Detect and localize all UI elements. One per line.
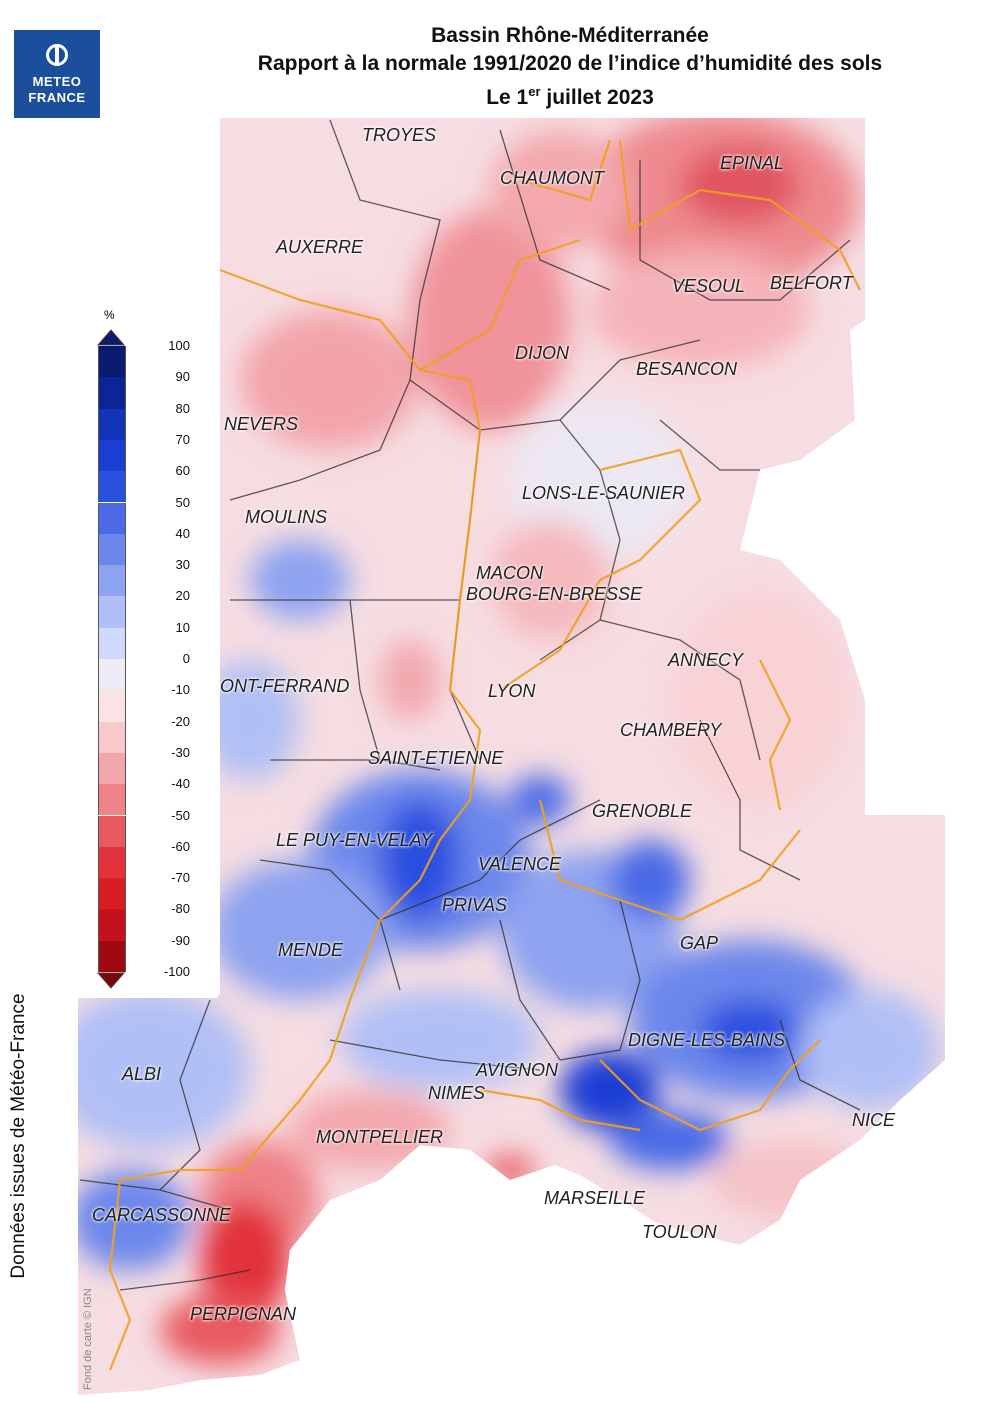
city-label-digne-les-bains: DIGNE-LES-BAINS bbox=[628, 1030, 786, 1050]
legend-swatch bbox=[98, 502, 126, 534]
legend-tick-label: 40 bbox=[175, 525, 190, 541]
city-label-marseille: MARSEILLE bbox=[544, 1188, 646, 1208]
city-label-troyes: TROYES bbox=[362, 125, 437, 145]
legend-bottom-arrow bbox=[97, 972, 125, 989]
title-line1: Bassin Rhône-Méditerranée bbox=[431, 24, 709, 47]
city-label-epinal: EPINAL bbox=[720, 153, 785, 173]
basemap-credit: Fond de carte © IGN bbox=[82, 1288, 94, 1390]
legend-swatch bbox=[98, 533, 126, 566]
city-label-mende: MENDE bbox=[278, 940, 344, 960]
legend-swatch bbox=[98, 721, 126, 753]
legend-tick-label: -10 bbox=[171, 682, 190, 698]
legend-tick-label: -60 bbox=[171, 838, 190, 854]
meteo-france-logo-icon bbox=[46, 44, 68, 66]
city-label-montpellier: MONTPELLIER bbox=[316, 1127, 444, 1147]
title-date-prefix: Le 1 bbox=[486, 86, 529, 109]
city-label-bourg-en-bresse: BOURG-EN-BRESSE bbox=[466, 584, 643, 604]
legend-tick-label: 100 bbox=[168, 338, 190, 353]
title-date-sup: er bbox=[528, 84, 541, 99]
legend-top-arrow bbox=[97, 329, 125, 346]
city-label-belfort: BELFORT bbox=[770, 273, 853, 293]
legend-swatch bbox=[98, 596, 126, 628]
city-label-saint-etienne: SAINT-ETIENNE bbox=[368, 748, 504, 768]
legend-tick-label: 60 bbox=[175, 463, 190, 479]
city-label-annecy: ANNECY bbox=[668, 650, 744, 670]
legend-swatch bbox=[98, 690, 126, 722]
city-label-albi: ALBI bbox=[122, 1064, 162, 1084]
legend-tick-label: 70 bbox=[175, 431, 190, 447]
legend-tick-label: 10 bbox=[175, 619, 190, 635]
legend-tick-label: 90 bbox=[175, 369, 190, 385]
legend-tick-label: -70 bbox=[171, 870, 190, 886]
color-legend: % 100 90 80 70 60 50 40 30 20 10 0 -10 -20 -30 -40 -50-… bbox=[0, 300, 218, 998]
legend-tick-label: 50 bbox=[175, 494, 190, 510]
legend-tick-label: -50 bbox=[171, 807, 190, 823]
legend-swatch bbox=[98, 377, 126, 409]
logo-text-line2: FRANCE bbox=[28, 90, 86, 105]
city-label-chambery: CHAMBERY bbox=[620, 720, 722, 740]
city-label-nimes: NIMES bbox=[428, 1083, 486, 1103]
city-label-grenoble: GRENOBLE bbox=[592, 801, 693, 821]
legend-unit: % bbox=[104, 308, 115, 322]
legend-tick-label: -40 bbox=[171, 776, 190, 792]
legend-tick-label: -80 bbox=[171, 901, 190, 917]
city-label-le-puy-en-velay: LE PUY-EN-VELAY bbox=[276, 830, 433, 850]
legend-swatch bbox=[98, 815, 126, 847]
city-label-valence: VALENCE bbox=[478, 854, 562, 874]
logo-text-line1: METEO bbox=[32, 74, 82, 89]
city-label-perpignan: PERPIGNAN bbox=[190, 1304, 297, 1324]
city-label-privas: PRIVAS bbox=[442, 895, 508, 915]
legend-tick-label: -90 bbox=[171, 932, 190, 948]
meteo-france-logo: METEO FRANCE bbox=[14, 30, 100, 118]
city-label-moulins: MOULINS bbox=[245, 507, 328, 527]
legend-swatch bbox=[98, 565, 126, 597]
legend-swatch bbox=[98, 784, 126, 816]
legend-swatch bbox=[98, 846, 126, 879]
city-label-avignon: AVIGNON bbox=[476, 1060, 559, 1080]
title-line2: Rapport à la normale 1991/2020 de l’indi… bbox=[257, 52, 883, 75]
city-label-lyon: LYON bbox=[488, 681, 536, 701]
city-label-toulon: TOULON bbox=[642, 1222, 717, 1242]
legend-tick-label: 30 bbox=[175, 557, 190, 573]
legend-swatch bbox=[98, 627, 126, 659]
city-label-nice: NICE bbox=[852, 1110, 896, 1130]
city-label-carcassonne: CARCASSONNE bbox=[92, 1205, 232, 1225]
legend-tick-label: -30 bbox=[171, 744, 190, 760]
city-label-nevers: NEVERS bbox=[224, 414, 299, 434]
city-label-lons-le-saunier: LONS-LE-SAUNIER bbox=[522, 483, 686, 503]
legend-swatch bbox=[98, 471, 126, 503]
city-label-chaumont: CHAUMONT bbox=[500, 168, 604, 188]
legend-tick-label: 20 bbox=[175, 588, 190, 604]
title-date-suffix: juillet 2023 bbox=[540, 86, 654, 109]
city-label-vesoul: VESOUL bbox=[672, 276, 746, 296]
legend-swatch bbox=[98, 346, 126, 378]
legend-swatch bbox=[98, 439, 126, 472]
title-line3: Le 1er juillet 2023 bbox=[160, 78, 980, 112]
legend-swatch bbox=[98, 940, 126, 972]
legend-swatch bbox=[98, 878, 126, 910]
legend-swatch bbox=[98, 408, 126, 440]
city-label-macon: MACON bbox=[476, 563, 543, 583]
map-title: Bassin Rhône-Méditerranée Rapport à la n… bbox=[160, 22, 980, 112]
legend-tick-label: -20 bbox=[171, 713, 190, 729]
city-label-auxerre: AUXERRE bbox=[276, 237, 364, 257]
data-credit: Données issues de Météo-France bbox=[8, 993, 29, 1279]
city-label-gap: GAP bbox=[680, 933, 719, 953]
legend-swatch bbox=[98, 909, 126, 941]
legend-tick-label: 0 bbox=[182, 651, 190, 666]
legend-swatch bbox=[98, 659, 126, 691]
city-label-besancon: BESANCON bbox=[636, 359, 738, 379]
city-label-dijon: DIJON bbox=[515, 343, 569, 363]
city-label-clermont-ferrand: ONT-FERRAND bbox=[220, 676, 350, 696]
legend-tick-label: -100 bbox=[163, 964, 190, 979]
legend-swatch bbox=[98, 752, 126, 785]
legend-tick-label: 80 bbox=[175, 400, 190, 416]
